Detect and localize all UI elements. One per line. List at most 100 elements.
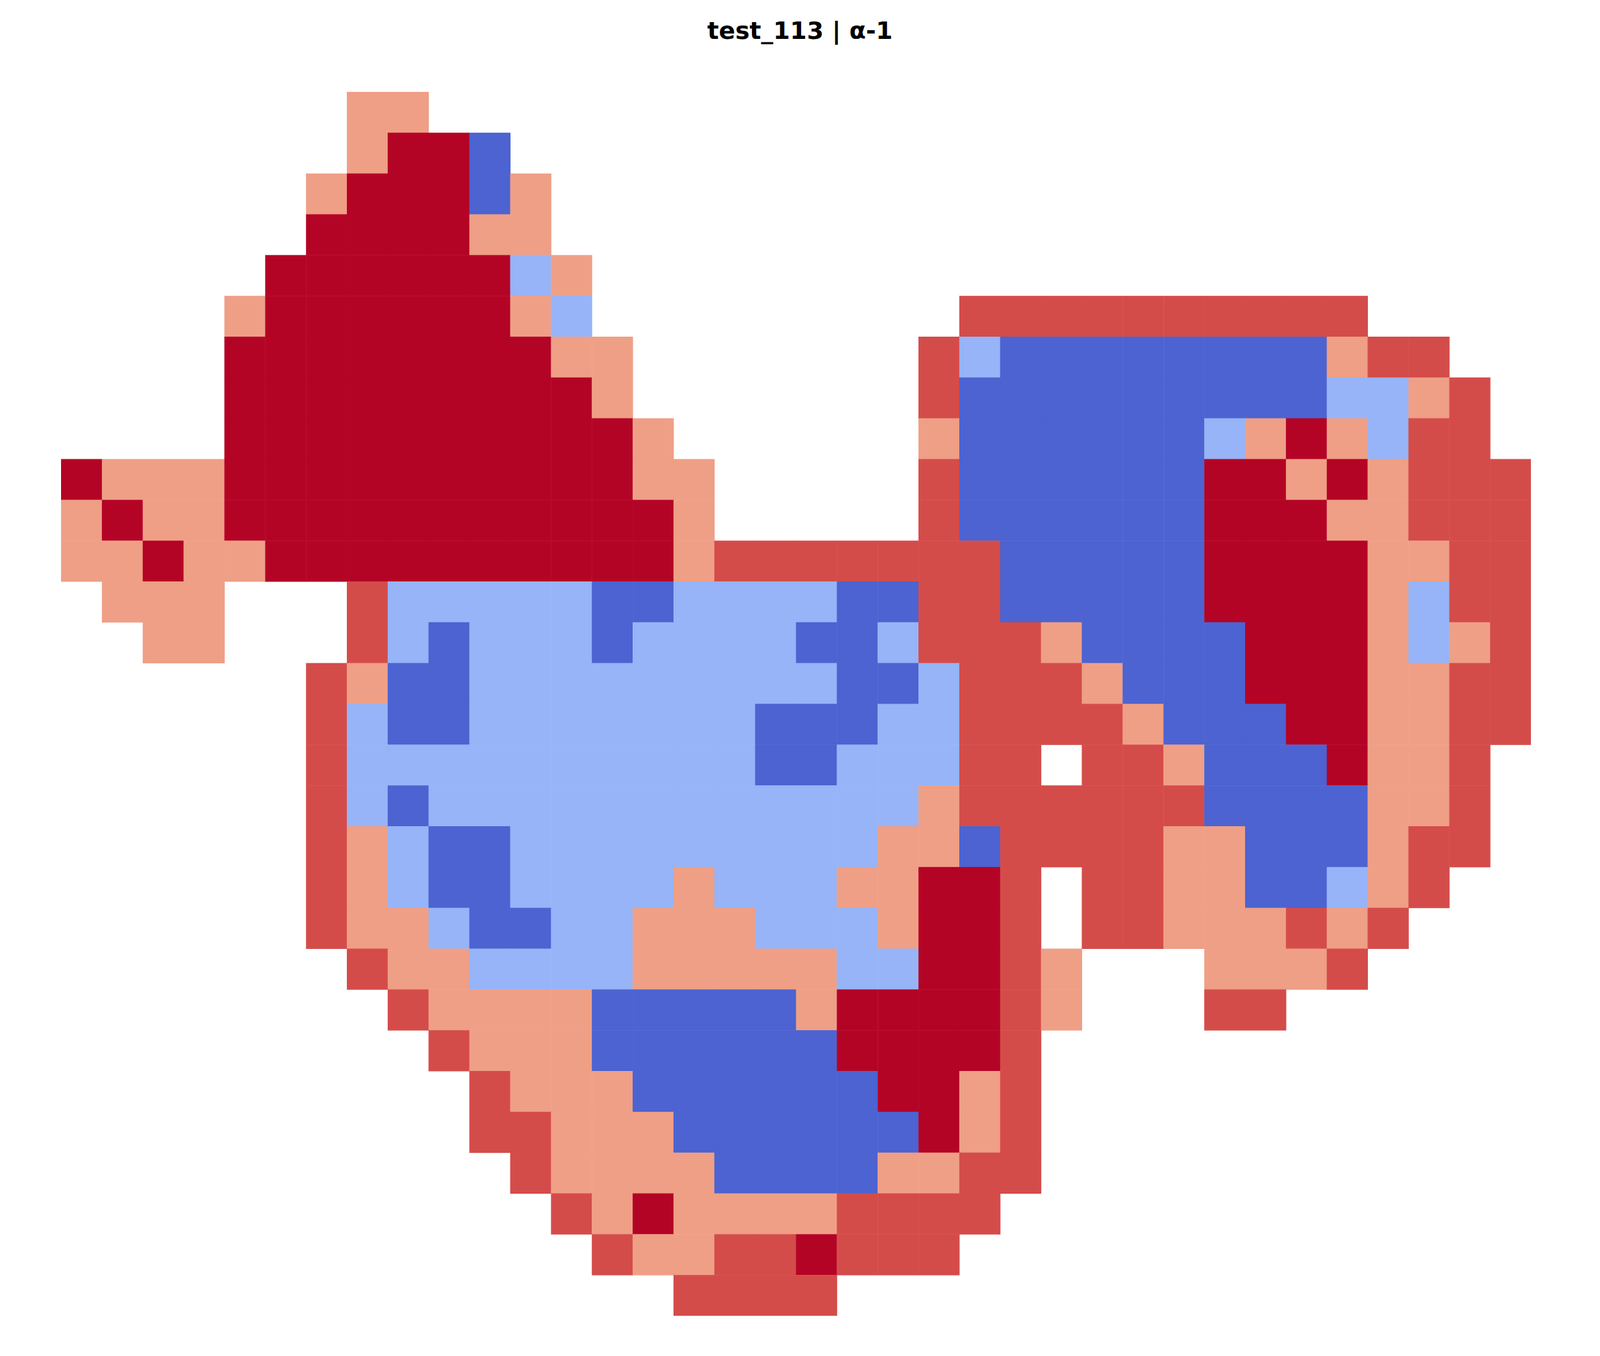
heatmap-cell <box>1367 459 1409 501</box>
heatmap-cell <box>714 785 756 827</box>
heatmap-cell <box>591 826 633 868</box>
heatmap-cell <box>1082 826 1124 868</box>
heatmap-cell <box>550 499 592 541</box>
heatmap-cell <box>428 459 470 501</box>
heatmap-cell <box>1163 499 1205 541</box>
heatmap-cell <box>632 1194 674 1236</box>
heatmap-cell <box>305 254 347 296</box>
heatmap-cell <box>1041 826 1083 868</box>
heatmap-cell <box>1408 744 1450 786</box>
heatmap-cell <box>796 663 838 705</box>
heatmap-cell <box>632 744 674 786</box>
heatmap-cell <box>387 785 429 827</box>
heatmap-cell <box>469 459 511 501</box>
heatmap-cell <box>591 949 633 991</box>
heatmap-cell <box>918 377 960 419</box>
heatmap-cell <box>1163 622 1205 664</box>
heatmap-cell <box>346 418 388 460</box>
heatmap-cell <box>1245 826 1287 868</box>
heatmap-cell <box>1367 622 1409 664</box>
heatmap-cell <box>1408 499 1450 541</box>
heatmap-cell <box>591 704 633 746</box>
heatmap-cell <box>877 1030 919 1072</box>
heatmap-cell <box>755 867 797 909</box>
heatmap-cell <box>469 336 511 378</box>
heatmap-cell <box>387 581 429 623</box>
heatmap-cell <box>796 826 838 868</box>
heatmap-cell <box>1286 540 1327 582</box>
heatmap-cell <box>550 336 592 378</box>
heatmap-cell <box>469 908 511 950</box>
heatmap-cell <box>346 254 388 296</box>
heatmap-cell <box>1122 826 1164 868</box>
heatmap-cell <box>836 1194 878 1236</box>
heatmap-cell <box>1204 418 1246 460</box>
heatmap-cell <box>1367 377 1409 419</box>
heatmap-cell <box>918 499 960 541</box>
heatmap-cell <box>959 989 1001 1031</box>
heatmap-cell <box>1163 663 1205 705</box>
heatmap-cell <box>591 377 633 419</box>
heatmap-cell <box>428 867 470 909</box>
heatmap-cell <box>61 499 102 541</box>
heatmap-cell <box>755 826 797 868</box>
heatmap-cell <box>959 459 1001 501</box>
heatmap-cell <box>305 704 347 746</box>
heatmap-cell <box>959 1071 1001 1113</box>
heatmap-cell <box>509 214 551 256</box>
heatmap-cell <box>796 1112 838 1154</box>
heatmap-cell <box>1245 622 1287 664</box>
heatmap-cell <box>673 459 715 501</box>
heatmap-cell <box>714 581 756 623</box>
heatmap-cell <box>387 744 429 786</box>
heatmap-cell <box>918 663 960 705</box>
heatmap-cell <box>264 499 306 541</box>
heatmap-cell <box>1286 744 1327 786</box>
heatmap-cell <box>1408 622 1450 664</box>
heatmap-cell <box>264 336 306 378</box>
heatmap-cell <box>1245 459 1287 501</box>
heatmap-cell <box>509 744 551 786</box>
heatmap-cell <box>509 785 551 827</box>
heatmap-cell <box>550 1194 592 1236</box>
heatmap-cell <box>1286 418 1327 460</box>
heatmap-cell <box>877 867 919 909</box>
heatmap-cell <box>1000 1071 1042 1113</box>
heatmap-cell <box>1245 663 1287 705</box>
heatmap-cell <box>918 1030 960 1072</box>
heatmap-cell <box>755 989 797 1031</box>
heatmap-cell <box>1041 459 1083 501</box>
heatmap-cell <box>877 704 919 746</box>
heatmap-cell <box>918 622 960 664</box>
heatmap-cell <box>346 826 388 868</box>
heatmap-cell <box>714 867 756 909</box>
heatmap-cell <box>1286 499 1327 541</box>
heatmap-cell <box>346 214 388 256</box>
heatmap-cell <box>1204 459 1246 501</box>
heatmap-cell <box>1489 540 1531 582</box>
heatmap-cell <box>305 173 347 215</box>
heatmap-cell <box>550 1112 592 1154</box>
heatmap-cell <box>673 1194 715 1236</box>
heatmap-cell <box>1326 908 1368 950</box>
heatmap-cell <box>591 499 633 541</box>
heatmap-cell <box>918 459 960 501</box>
heatmap-cell <box>509 336 551 378</box>
heatmap-cell <box>755 785 797 827</box>
heatmap-cell <box>836 1153 878 1195</box>
heatmap-cell <box>1204 867 1246 909</box>
heatmap-cell <box>1204 744 1246 786</box>
heatmap-cell <box>1286 704 1327 746</box>
heatmap-cell <box>1449 377 1490 419</box>
heatmap-cell <box>305 336 347 378</box>
heatmap-cell <box>591 1153 633 1195</box>
heatmap-cell <box>1286 826 1327 868</box>
heatmap-cell <box>1122 459 1164 501</box>
heatmap-cell <box>101 540 143 582</box>
heatmap-cell <box>836 1112 878 1154</box>
heatmap-cell <box>387 867 429 909</box>
heatmap-cell <box>1082 295 1124 337</box>
heatmap-cell <box>469 989 511 1031</box>
heatmap-cell <box>224 499 265 541</box>
heatmap-cell <box>1245 336 1287 378</box>
